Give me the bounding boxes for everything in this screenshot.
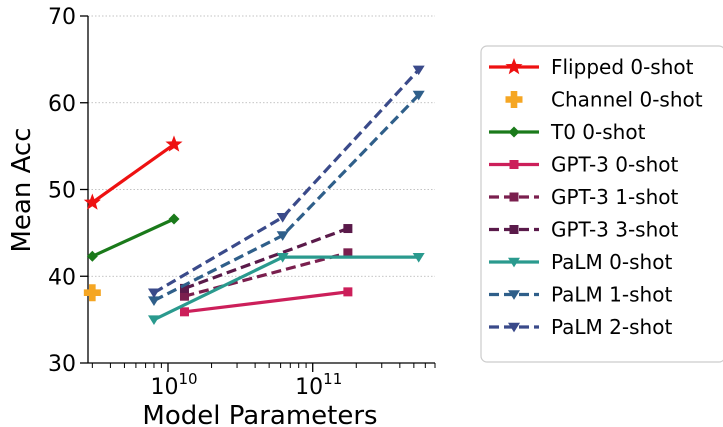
data-point — [179, 283, 189, 293]
y-tick-label: 60 — [48, 92, 76, 117]
x-tick-label: 1011 — [295, 370, 342, 400]
legend-item: PaLM 0-shot — [489, 250, 672, 274]
data-point — [86, 250, 98, 262]
data-point — [509, 160, 519, 169]
data-point — [147, 315, 160, 326]
y-axis-label: Mean Acc — [7, 127, 37, 252]
y-tick-label: 30 — [48, 352, 76, 377]
data-point — [179, 291, 189, 301]
series-channel-0-shot — [83, 284, 101, 302]
data-point — [83, 284, 101, 302]
x-axis-label: Model Parameters — [142, 401, 377, 427]
y-tick-label: 70 — [48, 5, 76, 30]
legend-item: T0 0-shot — [489, 120, 646, 144]
series-gpt-3-0-shot — [179, 287, 353, 317]
data-point — [508, 126, 520, 138]
series-flipped-0-shot — [83, 135, 183, 210]
series-palm-2-shot — [147, 65, 425, 299]
data-point — [168, 213, 180, 225]
legend-item: PaLM 2-shot — [489, 315, 672, 339]
legend-label: Flipped 0-shot — [551, 55, 694, 79]
x-tick-label: 1010 — [150, 370, 197, 400]
data-point — [508, 322, 520, 333]
series-gpt-3-1-shot — [179, 248, 353, 301]
data-point — [509, 192, 519, 202]
data-point — [508, 290, 520, 300]
data-point — [276, 213, 289, 223]
series-palm-1-shot — [147, 90, 425, 306]
data-point — [508, 257, 520, 268]
legend-label: Channel 0-shot — [551, 88, 703, 112]
legend-box — [480, 45, 723, 363]
grid-lines — [88, 15, 435, 364]
data-point — [343, 224, 353, 234]
series-line — [91, 217, 175, 258]
y-tick-label: 40 — [48, 265, 76, 290]
legend-label: GPT-3 0-shot — [551, 153, 679, 177]
data-point — [509, 225, 519, 234]
series-gpt-3-3-shot — [179, 224, 353, 293]
data-point — [83, 193, 101, 210]
data-point — [505, 91, 523, 108]
series-t0-0-shot — [86, 213, 180, 262]
data-point — [412, 90, 425, 101]
data-point — [343, 287, 353, 297]
data-point — [412, 252, 425, 263]
series-palm-0-shot — [147, 252, 425, 326]
legend-label: PaLM 0-shot — [551, 250, 672, 274]
data-point — [412, 65, 425, 76]
axes: 30 40 50 60 70 1010 1011 — [48, 5, 436, 400]
legend-label: GPT-3 1-shot — [551, 185, 679, 209]
series-line — [91, 143, 175, 204]
legend-label: GPT-3 3-shot — [551, 218, 679, 242]
data-point — [179, 307, 189, 317]
legend-label: PaLM 2-shot — [551, 315, 672, 339]
data-point — [276, 252, 289, 263]
series-line — [184, 290, 349, 314]
data-point — [276, 231, 289, 241]
legend-item: GPT-3 0-shot — [489, 153, 679, 177]
legend-item: Flipped 0-shot — [489, 55, 694, 79]
series-line — [153, 68, 420, 295]
series-layer — [83, 65, 425, 326]
legend-label: PaLM 1-shot — [551, 283, 672, 307]
data-point — [147, 288, 160, 299]
legend: Flipped 0-shot Channel 0-shot T0 0-shot GPT… — [480, 45, 723, 363]
legend-item: PaLM 1-shot — [489, 283, 672, 307]
data-point — [147, 296, 160, 306]
series-line — [184, 251, 349, 298]
data-point — [343, 248, 353, 258]
legend-item: GPT-3 1-shot — [489, 185, 679, 209]
data-point — [165, 135, 183, 152]
legend-label: T0 0-shot — [550, 120, 646, 144]
y-tick-label: 50 — [48, 179, 76, 204]
legend-item: Channel 0-shot — [505, 88, 703, 112]
legend-item: GPT-3 3-shot — [489, 218, 679, 242]
data-point — [505, 58, 523, 75]
